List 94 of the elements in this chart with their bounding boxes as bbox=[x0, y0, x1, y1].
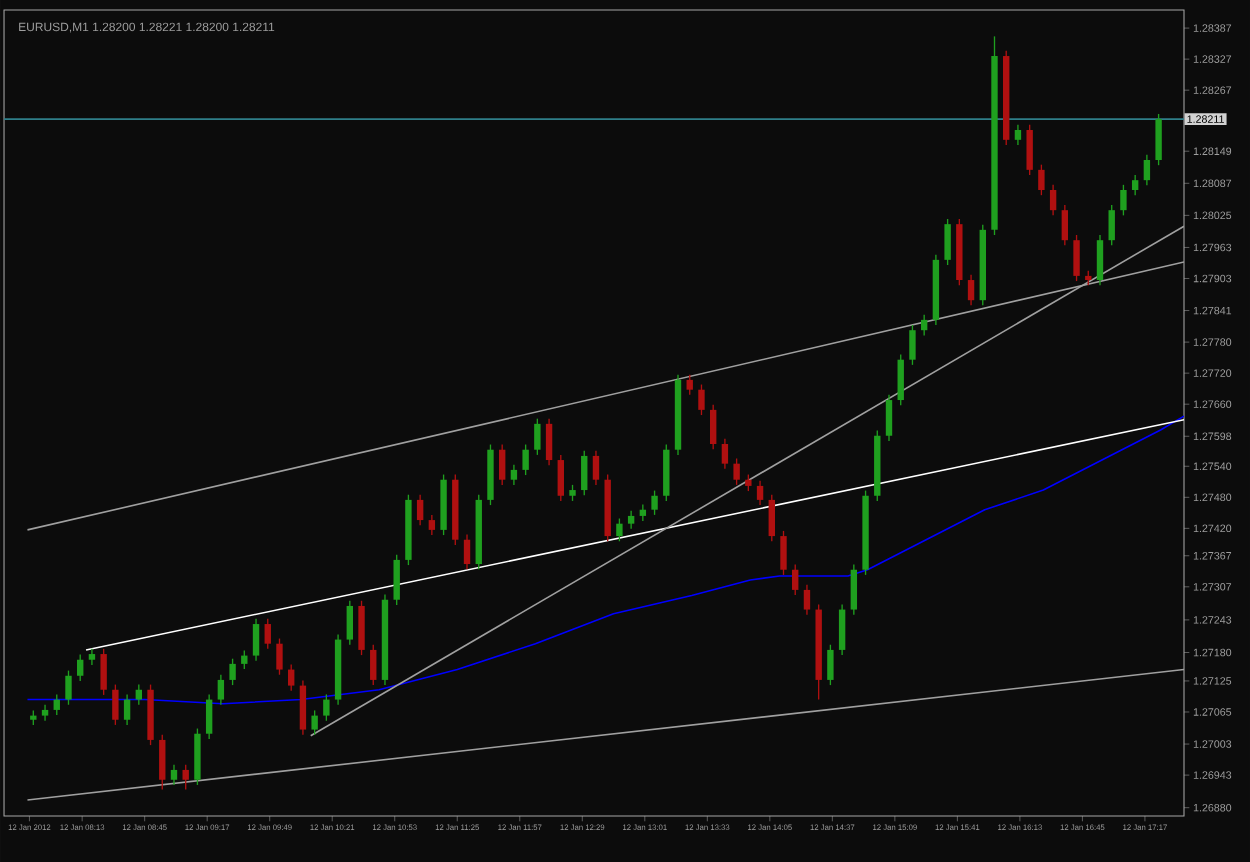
candlestick bbox=[288, 663, 295, 692]
candlestick bbox=[1003, 50, 1010, 146]
candlestick bbox=[1143, 154, 1151, 187]
candlestick bbox=[41, 704, 49, 722]
candlestick bbox=[498, 443, 506, 486]
candlestick bbox=[862, 489, 869, 576]
candlestick bbox=[956, 218, 963, 286]
candlestick bbox=[1131, 174, 1139, 196]
candlestick bbox=[1038, 163, 1045, 196]
candlestick bbox=[885, 394, 893, 442]
candlestick bbox=[416, 494, 424, 526]
candlestick bbox=[147, 683, 154, 746]
candlestick bbox=[487, 443, 494, 506]
candlestick bbox=[393, 554, 400, 606]
candlestick bbox=[405, 494, 412, 566]
candlestick bbox=[205, 693, 213, 740]
line-series bbox=[26, 415, 1184, 705]
candlestick bbox=[1026, 124, 1033, 176]
candlestick bbox=[88, 648, 96, 666]
candlestick bbox=[241, 649, 248, 670]
candlestick bbox=[874, 429, 881, 502]
candlestick bbox=[65, 669, 72, 706]
candlestick bbox=[651, 489, 658, 516]
candlestick bbox=[475, 494, 482, 570]
candlestick bbox=[756, 480, 764, 506]
candlestick bbox=[838, 603, 846, 656]
candlestick bbox=[827, 644, 834, 686]
candlestick bbox=[1014, 124, 1022, 146]
candlestick bbox=[733, 457, 740, 486]
candlestick bbox=[299, 679, 307, 736]
candlestick bbox=[592, 450, 600, 486]
candlestick bbox=[370, 644, 377, 686]
candlestick bbox=[639, 503, 647, 522]
candlestick bbox=[721, 438, 729, 470]
candlestick bbox=[358, 600, 365, 656]
candlestick bbox=[229, 658, 236, 686]
candlestick bbox=[440, 473, 447, 536]
candlestick bbox=[1061, 204, 1069, 247]
candlestick bbox=[452, 473, 459, 546]
candlestick bbox=[663, 443, 670, 502]
candlestick bbox=[534, 418, 541, 456]
candlestick bbox=[967, 274, 975, 307]
candlestick bbox=[803, 584, 811, 616]
candlestick bbox=[932, 254, 940, 326]
candlestick bbox=[276, 637, 283, 676]
candlestick bbox=[252, 618, 260, 662]
candlestick bbox=[323, 693, 330, 722]
candlestick bbox=[545, 418, 553, 466]
candlestick bbox=[381, 593, 389, 686]
candlestick bbox=[522, 443, 529, 476]
candlestick bbox=[135, 683, 143, 706]
candlestick bbox=[768, 494, 775, 542]
candlestick bbox=[428, 514, 436, 536]
candlestick bbox=[698, 383, 705, 416]
candlestick bbox=[674, 374, 682, 456]
candlestick bbox=[182, 764, 189, 791]
candlestick bbox=[909, 324, 916, 366]
candlestick bbox=[920, 314, 928, 337]
candlestick bbox=[170, 764, 178, 786]
candlestick bbox=[850, 563, 858, 616]
candlestick bbox=[686, 374, 693, 396]
candlestick bbox=[944, 218, 951, 266]
candlestick bbox=[77, 653, 84, 682]
candlestick bbox=[815, 603, 822, 701]
candlestick bbox=[557, 454, 564, 502]
candlestick bbox=[604, 473, 611, 542]
candlestick bbox=[311, 709, 318, 736]
candlestick bbox=[897, 353, 904, 406]
candlestick bbox=[123, 693, 131, 726]
candlestick bbox=[463, 533, 471, 570]
candlestick bbox=[792, 563, 799, 596]
candlestick bbox=[709, 404, 717, 450]
candlestick bbox=[627, 510, 635, 530]
candlestick bbox=[979, 224, 986, 307]
candlestick bbox=[1096, 234, 1104, 286]
candlestick bbox=[991, 35, 998, 236]
candlestick bbox=[510, 464, 518, 486]
candlestick bbox=[1108, 204, 1115, 247]
candlestick bbox=[100, 648, 107, 696]
candlestick bbox=[346, 600, 353, 646]
candlestick bbox=[159, 734, 166, 791]
candlestick bbox=[334, 633, 342, 706]
candlestick bbox=[780, 530, 787, 576]
candlestick bbox=[616, 517, 623, 542]
candlestick bbox=[112, 683, 119, 726]
candlestick bbox=[53, 693, 60, 716]
candlestick bbox=[1073, 234, 1080, 282]
candlestick bbox=[581, 450, 588, 496]
candlestick bbox=[264, 618, 271, 650]
candlestick bbox=[1049, 184, 1057, 217]
candlestick bbox=[1120, 184, 1127, 217]
candlestick bbox=[1155, 113, 1162, 166]
candlestick bbox=[194, 727, 201, 786]
candlestick bbox=[217, 674, 225, 706]
